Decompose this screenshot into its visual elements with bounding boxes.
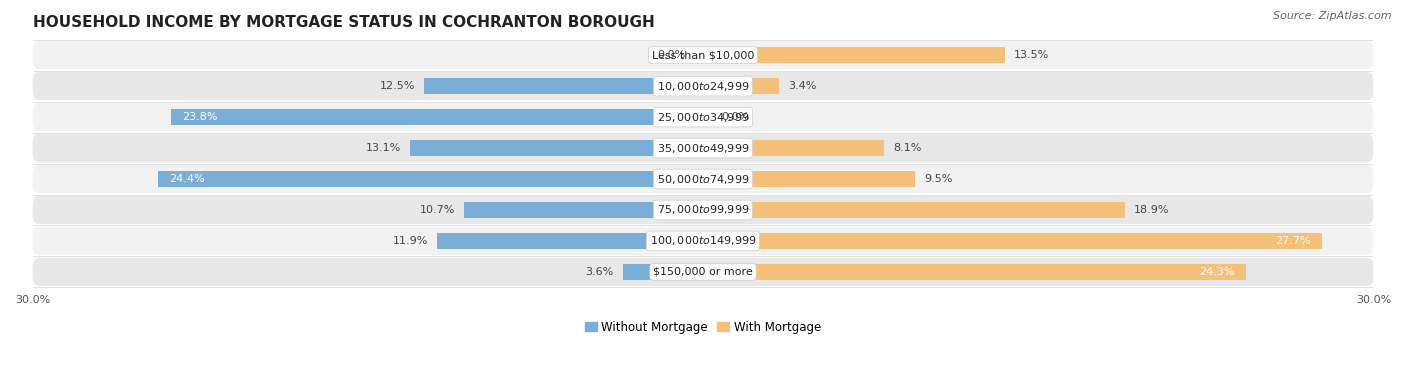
Bar	[703, 78, 779, 94]
Bar	[411, 140, 703, 156]
Bar	[623, 264, 703, 280]
Text: $10,000 to $24,999: $10,000 to $24,999	[657, 80, 749, 93]
Text: HOUSEHOLD INCOME BY MORTGAGE STATUS IN COCHRANTON BOROUGH: HOUSEHOLD INCOME BY MORTGAGE STATUS IN C…	[32, 15, 654, 30]
Text: 24.4%: 24.4%	[169, 174, 204, 184]
Text: 9.5%: 9.5%	[924, 174, 953, 184]
Bar	[172, 109, 703, 125]
Text: 0.0%: 0.0%	[721, 112, 749, 122]
Text: $50,000 to $74,999: $50,000 to $74,999	[657, 173, 749, 185]
Text: $100,000 to $149,999: $100,000 to $149,999	[650, 234, 756, 247]
Bar	[464, 202, 703, 218]
Bar	[703, 202, 1125, 218]
Text: 3.6%: 3.6%	[585, 267, 613, 277]
FancyBboxPatch shape	[32, 103, 1374, 131]
Bar	[437, 233, 703, 249]
Text: 10.7%: 10.7%	[419, 205, 456, 215]
FancyBboxPatch shape	[32, 258, 1374, 286]
Text: $75,000 to $99,999: $75,000 to $99,999	[657, 204, 749, 216]
FancyBboxPatch shape	[32, 134, 1374, 162]
Text: $25,000 to $34,999: $25,000 to $34,999	[657, 110, 749, 124]
Bar	[703, 171, 915, 187]
Text: 23.8%: 23.8%	[183, 112, 218, 122]
Text: 27.7%: 27.7%	[1275, 236, 1310, 246]
Bar	[703, 47, 1005, 63]
Text: Source: ZipAtlas.com: Source: ZipAtlas.com	[1274, 11, 1392, 21]
Bar	[703, 264, 1246, 280]
FancyBboxPatch shape	[32, 41, 1374, 69]
Text: Less than $10,000: Less than $10,000	[652, 50, 754, 60]
FancyBboxPatch shape	[32, 72, 1374, 100]
Text: 12.5%: 12.5%	[380, 81, 415, 91]
Text: 13.1%: 13.1%	[366, 143, 401, 153]
Text: 0.0%: 0.0%	[657, 50, 685, 60]
Bar	[423, 78, 703, 94]
Text: 13.5%: 13.5%	[1014, 50, 1049, 60]
Bar	[703, 233, 1322, 249]
Text: 18.9%: 18.9%	[1135, 205, 1170, 215]
Text: 11.9%: 11.9%	[392, 236, 429, 246]
Text: 3.4%: 3.4%	[787, 81, 817, 91]
FancyBboxPatch shape	[32, 227, 1374, 255]
FancyBboxPatch shape	[32, 165, 1374, 193]
Bar	[157, 171, 703, 187]
Legend: Without Mortgage, With Mortgage: Without Mortgage, With Mortgage	[581, 316, 825, 338]
Text: $150,000 or more: $150,000 or more	[654, 267, 752, 277]
Text: $35,000 to $49,999: $35,000 to $49,999	[657, 141, 749, 155]
Bar	[703, 140, 884, 156]
FancyBboxPatch shape	[32, 196, 1374, 224]
Text: 8.1%: 8.1%	[893, 143, 921, 153]
Text: 24.3%: 24.3%	[1199, 267, 1234, 277]
